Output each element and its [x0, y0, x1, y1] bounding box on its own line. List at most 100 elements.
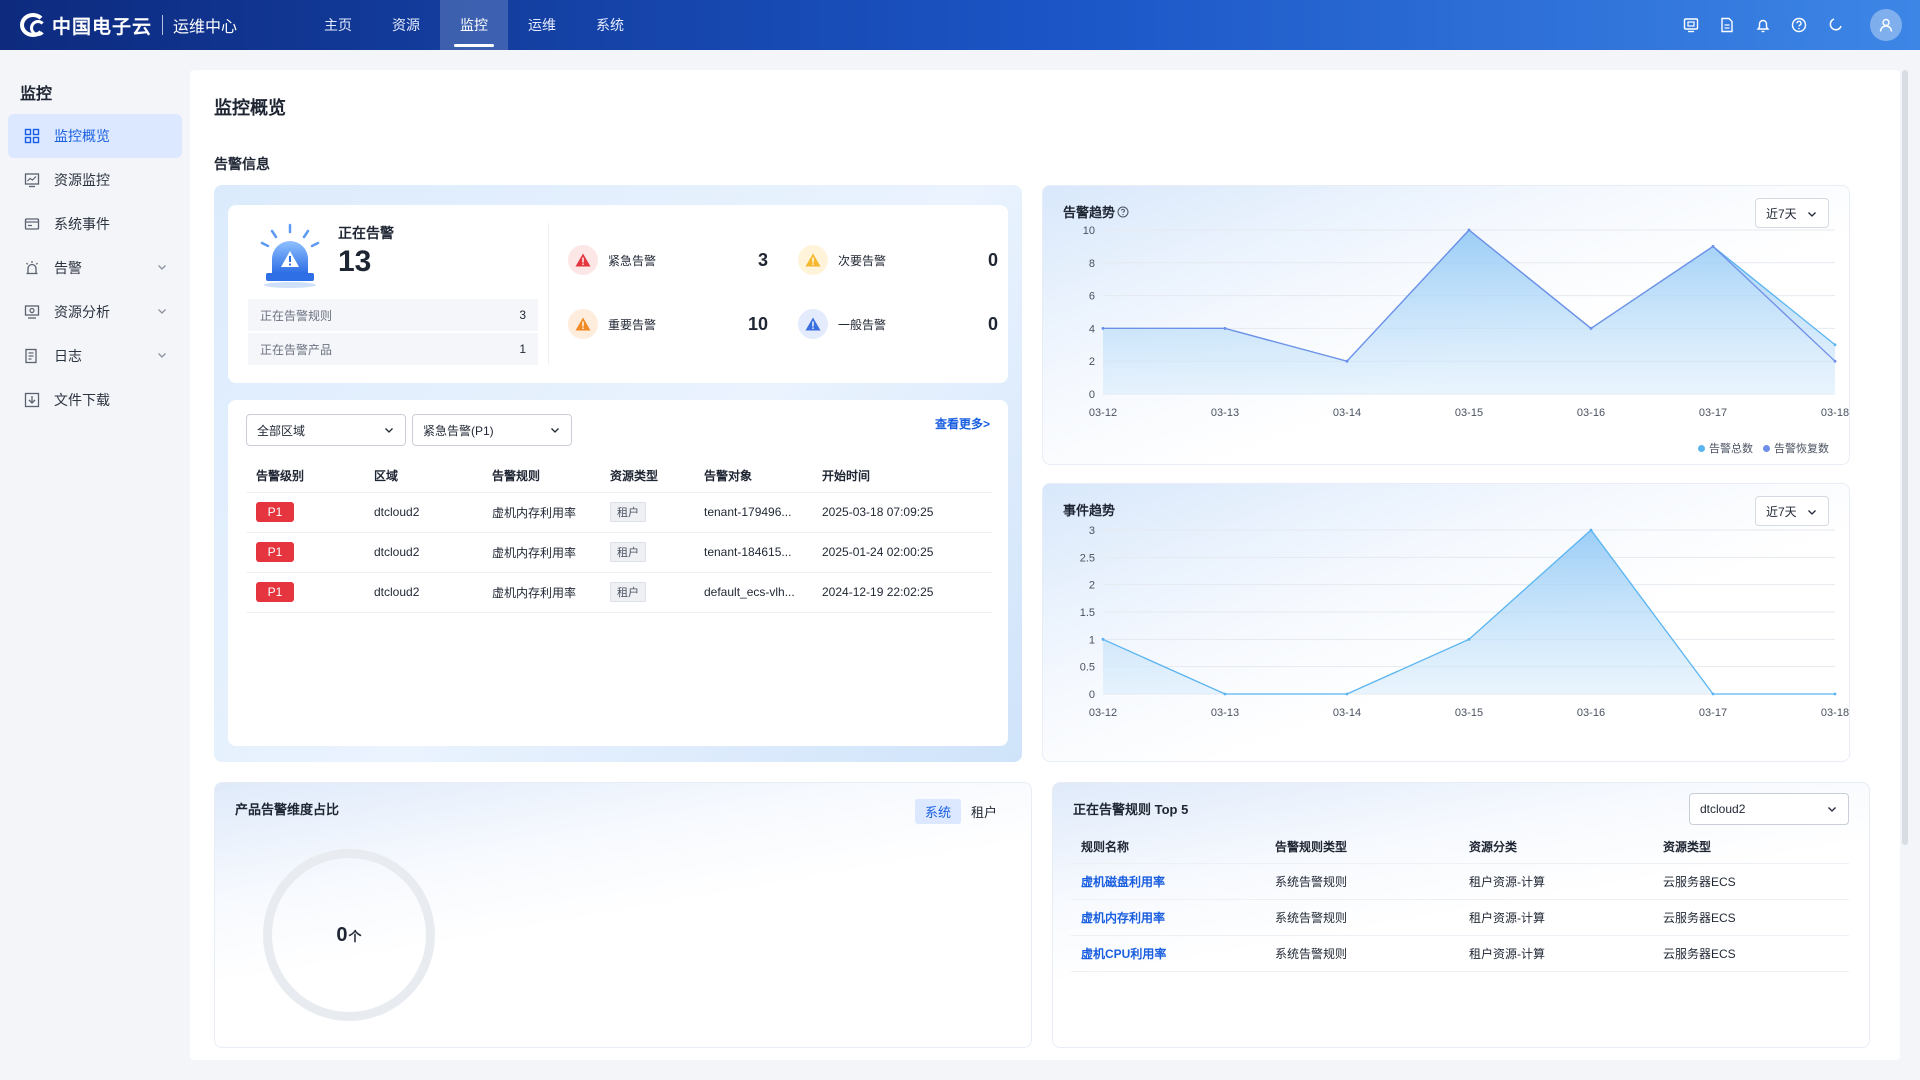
col-category: 资源分类	[1459, 831, 1653, 864]
data-point	[1467, 637, 1471, 641]
logo-divider	[162, 15, 164, 35]
sidebar-item-alarm[interactable]: 告警	[8, 246, 182, 290]
tab-system[interactable]: 系统	[914, 799, 961, 824]
logo[interactable]: 中国电子云 运维中心	[20, 12, 280, 39]
dimension-tabs: 系统 租户	[914, 799, 1007, 824]
col-rule-name: 规则名称	[1071, 831, 1265, 864]
top-bar: 中国电子云 运维中心 主页 资源 监控 运维 系统	[0, 0, 1920, 50]
sidebar-item-log[interactable]: 日志	[8, 334, 182, 378]
sidebar-item-label: 资源监控	[54, 172, 110, 188]
top-rules-card: 正在告警规则 Top 5 dtcloud2 规则名称 告警规则类型 资源分类 资…	[1052, 782, 1870, 1048]
x-tick-label: 03-14	[1333, 707, 1361, 719]
range-value: 近7天	[1766, 206, 1797, 221]
cell-time: 2025-03-18 07:09:25	[812, 492, 992, 533]
divider	[548, 223, 549, 365]
monitor-icon[interactable]	[1680, 14, 1702, 36]
legend-item-total[interactable]: 告警总数	[1698, 440, 1753, 456]
region-select[interactable]: 全部区域	[246, 414, 406, 446]
user-avatar-icon[interactable]	[1870, 9, 1902, 41]
event-trend-chart: 0 0.5 1 1.5 2 2.5 3 03-12 03-13 03-14 03-15 03-16 03…	[1080, 525, 1849, 719]
warning-critical-icon	[568, 245, 598, 275]
sidebar-item-file-download[interactable]: 文件下载	[8, 378, 182, 422]
nav-home[interactable]: 主页	[324, 17, 352, 33]
data-point	[1711, 692, 1715, 696]
sidebar-title: 监控	[20, 86, 53, 103]
x-tick-label: 03-17	[1699, 407, 1727, 419]
data-point	[1833, 692, 1837, 696]
legend-item-recovered[interactable]: 告警恢复数	[1763, 440, 1829, 456]
cell-resource-type: 云服务器ECS	[1653, 863, 1849, 900]
nav-operations[interactable]: 运维	[528, 17, 556, 33]
alarm-trend-range-select[interactable]: 近7天	[1755, 198, 1829, 228]
rule-name-link[interactable]: 虚机磁盘利用率	[1081, 874, 1166, 889]
active-rules-row: 正在告警规则 3	[248, 299, 538, 331]
event-trend-range-select[interactable]: 近7天	[1755, 496, 1829, 526]
moon-icon[interactable]	[1824, 14, 1846, 36]
col-time: 开始时间	[812, 460, 992, 493]
log-icon	[22, 346, 42, 366]
y-tick-label: 0.5	[1080, 662, 1095, 674]
data-point	[1711, 245, 1715, 248]
sidebar-item-resource-analysis[interactable]: 资源分析	[8, 290, 182, 334]
x-tick-label: 03-16	[1577, 707, 1605, 719]
view-more-link[interactable]: 查看更多>	[934, 417, 990, 431]
cell-region: dtcloud2	[364, 532, 482, 573]
severity-normal: 一般告警 0	[798, 309, 998, 339]
nav-system[interactable]: 系统	[596, 17, 624, 33]
alarm-trend-title: 告警趋势	[1063, 202, 1129, 221]
cell-region: dtcloud2	[364, 492, 482, 533]
table-row[interactable]: P1 dtcloud2 虚机内存利用率 租户 default_ecs-vlh..…	[246, 572, 992, 613]
top-rules-table: 规则名称 告警规则类型 资源分类 资源类型 虚机磁盘利用率 系统告警规则 租户资…	[1071, 831, 1849, 972]
warning-minor-icon	[798, 245, 828, 275]
sidebar: 监控 监控概览 资源监控 系统事件 告警 资源分析 日志	[0, 50, 190, 1080]
scrollbar[interactable]	[1902, 70, 1908, 845]
level-select-value: 紧急告警(P1)	[423, 423, 494, 438]
level-badge: P1	[256, 582, 294, 602]
help-icon[interactable]	[1788, 14, 1810, 36]
sidebar-item-label: 日志	[54, 348, 82, 364]
severity-value: 0	[987, 313, 998, 334]
x-tick-label: 03-15	[1455, 707, 1483, 719]
ratio-unit: 个	[348, 928, 362, 944]
rule-name-link[interactable]: 虚机内存利用率	[1081, 910, 1166, 925]
sidebar-item-overview[interactable]: 监控概览	[8, 114, 182, 158]
severity-label: 一般告警	[838, 317, 887, 332]
x-tick-label: 03-18	[1821, 407, 1849, 419]
warning-normal-icon	[798, 309, 828, 339]
cell-object: default_ecs-vlh...	[694, 572, 812, 613]
alarm-list: 全部区域 紧急告警(P1) 查看更多> 告警级别 区域 告警规则 资源类型 告警…	[228, 400, 1008, 746]
level-badge: P1	[256, 502, 294, 522]
top-rules-region-select[interactable]: dtcloud2	[1689, 793, 1849, 825]
alarm-table: 告警级别 区域 告警规则 资源类型 告警对象 开始时间 P1 dtcloud2 …	[246, 460, 992, 613]
nav-resources[interactable]: 资源	[392, 17, 420, 33]
cell-time: 2025-01-24 02:00:25	[812, 532, 992, 573]
y-tick-label: 2	[1089, 356, 1095, 368]
product-ratio-card: 产品告警维度占比 系统 租户 0 个	[214, 782, 1032, 1048]
x-tick-label: 03-12	[1089, 407, 1117, 419]
event-icon	[22, 214, 42, 234]
sidebar-item-system-events[interactable]: 系统事件	[8, 202, 182, 246]
document-icon[interactable]	[1716, 14, 1738, 36]
level-select[interactable]: 紧急告警(P1)	[412, 414, 572, 446]
page-title: 监控概览	[214, 98, 286, 118]
rule-name-link[interactable]: 虚机CPU利用率	[1081, 946, 1167, 961]
x-tick-label: 03-14	[1333, 407, 1361, 419]
table-row[interactable]: P1 dtcloud2 虚机内存利用率 租户 tenant-184615... …	[246, 532, 992, 573]
sidebar-item-resource-monitor[interactable]: 资源监控	[8, 158, 182, 202]
severity-value: 3	[757, 249, 768, 270]
chevron-down-icon	[549, 424, 561, 439]
cell-rule-type: 系统告警规则	[1265, 899, 1459, 936]
table-row: 虚机CPU利用率 系统告警规则 租户资源-计算 云服务器ECS	[1071, 935, 1849, 972]
tab-tenant[interactable]: 租户	[970, 805, 997, 820]
data-point	[1345, 692, 1349, 696]
x-tick-label: 03-12	[1089, 707, 1117, 719]
y-tick-label: 10	[1083, 225, 1095, 237]
severity-value: 0	[987, 249, 998, 270]
data-point	[1467, 228, 1471, 232]
info-icon[interactable]	[1117, 206, 1129, 218]
bell-icon[interactable]	[1752, 14, 1774, 36]
table-row[interactable]: P1 dtcloud2 虚机内存利用率 租户 tenant-179496... …	[246, 492, 992, 533]
table-header-row: 告警级别 区域 告警规则 资源类型 告警对象 开始时间	[246, 460, 992, 493]
nav-monitor[interactable]: 监控	[440, 0, 508, 50]
product-ratio-title: 产品告警维度占比	[235, 802, 340, 817]
